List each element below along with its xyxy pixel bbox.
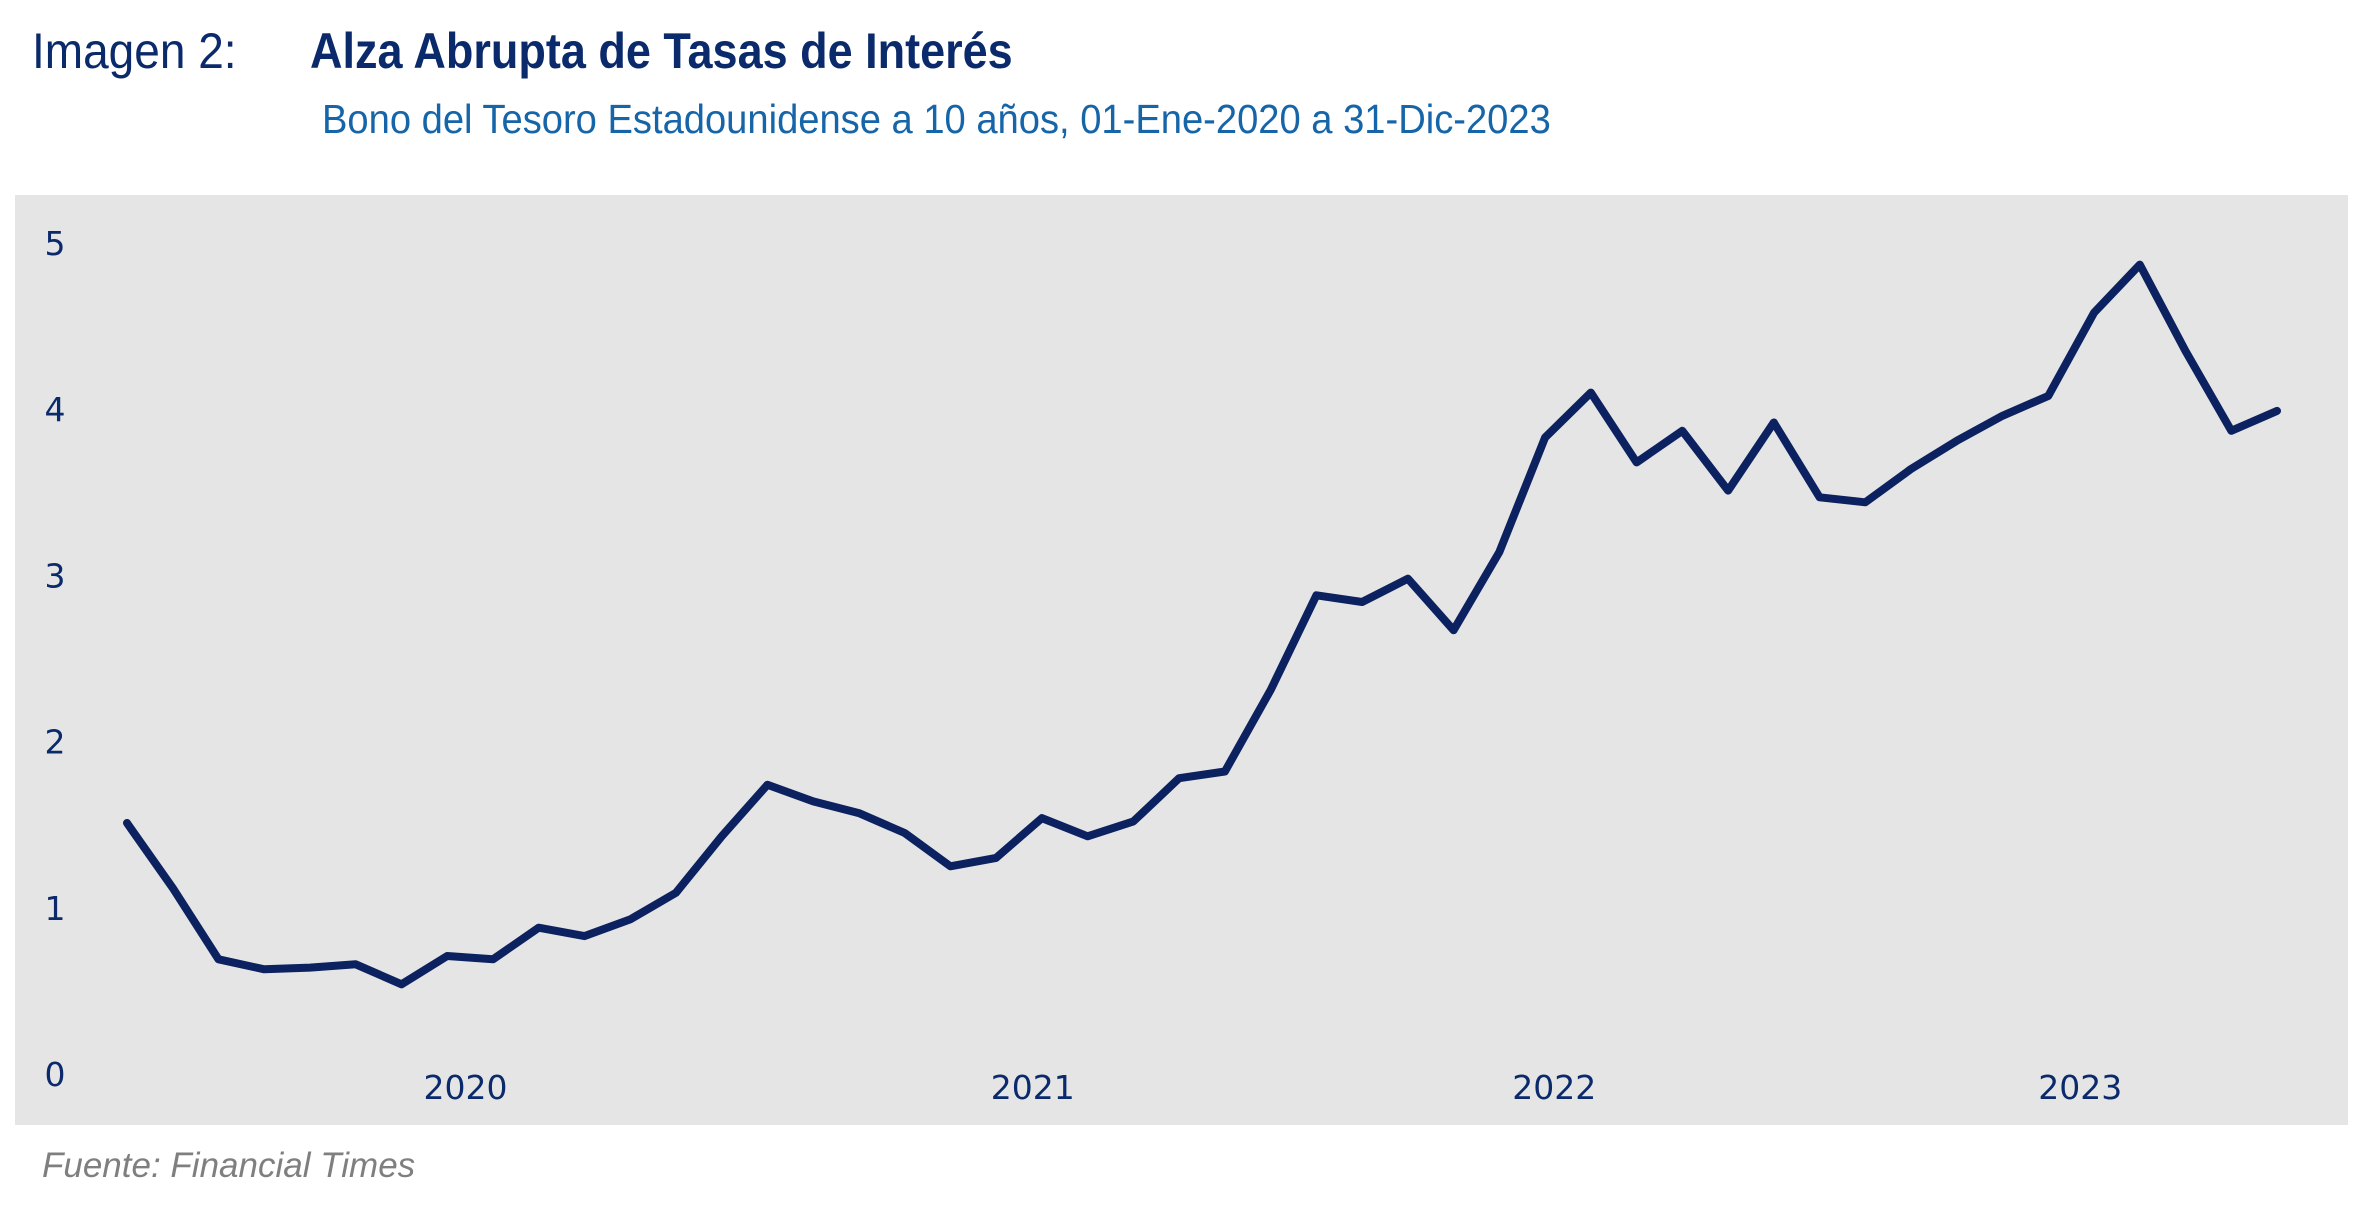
title-prefix: Imagen 2: [32, 23, 237, 79]
x-tick-label: 2023 [2038, 1068, 2122, 1107]
x-tick-label: 2022 [1512, 1068, 1596, 1107]
y-tick-label: 4 [45, 390, 66, 429]
y-tick-label: 3 [45, 556, 66, 595]
chart-title: Alza Abrupta de Tasas de Interés [310, 23, 1013, 79]
source-note: Fuente: Financial Times [42, 1146, 416, 1185]
series-line-bond-yield [123, 260, 2281, 989]
y-tick-label: 0 [45, 1055, 66, 1094]
x-tick-label: 2021 [991, 1068, 1075, 1107]
line-chart: 0 1 2 3 4 5 2020 2021 2022 2023 [45, 224, 2281, 1107]
chart-subtitle: Bono del Tesoro Estadounidense a 10 años… [322, 96, 1551, 142]
y-tick-label: 5 [45, 224, 66, 263]
plot-area: 0 1 2 3 4 5 2020 2021 2022 2023 [15, 195, 2348, 1125]
x-tick-label: 2020 [424, 1068, 508, 1107]
y-tick-label: 1 [45, 889, 66, 928]
y-tick-label: 2 [45, 723, 66, 762]
